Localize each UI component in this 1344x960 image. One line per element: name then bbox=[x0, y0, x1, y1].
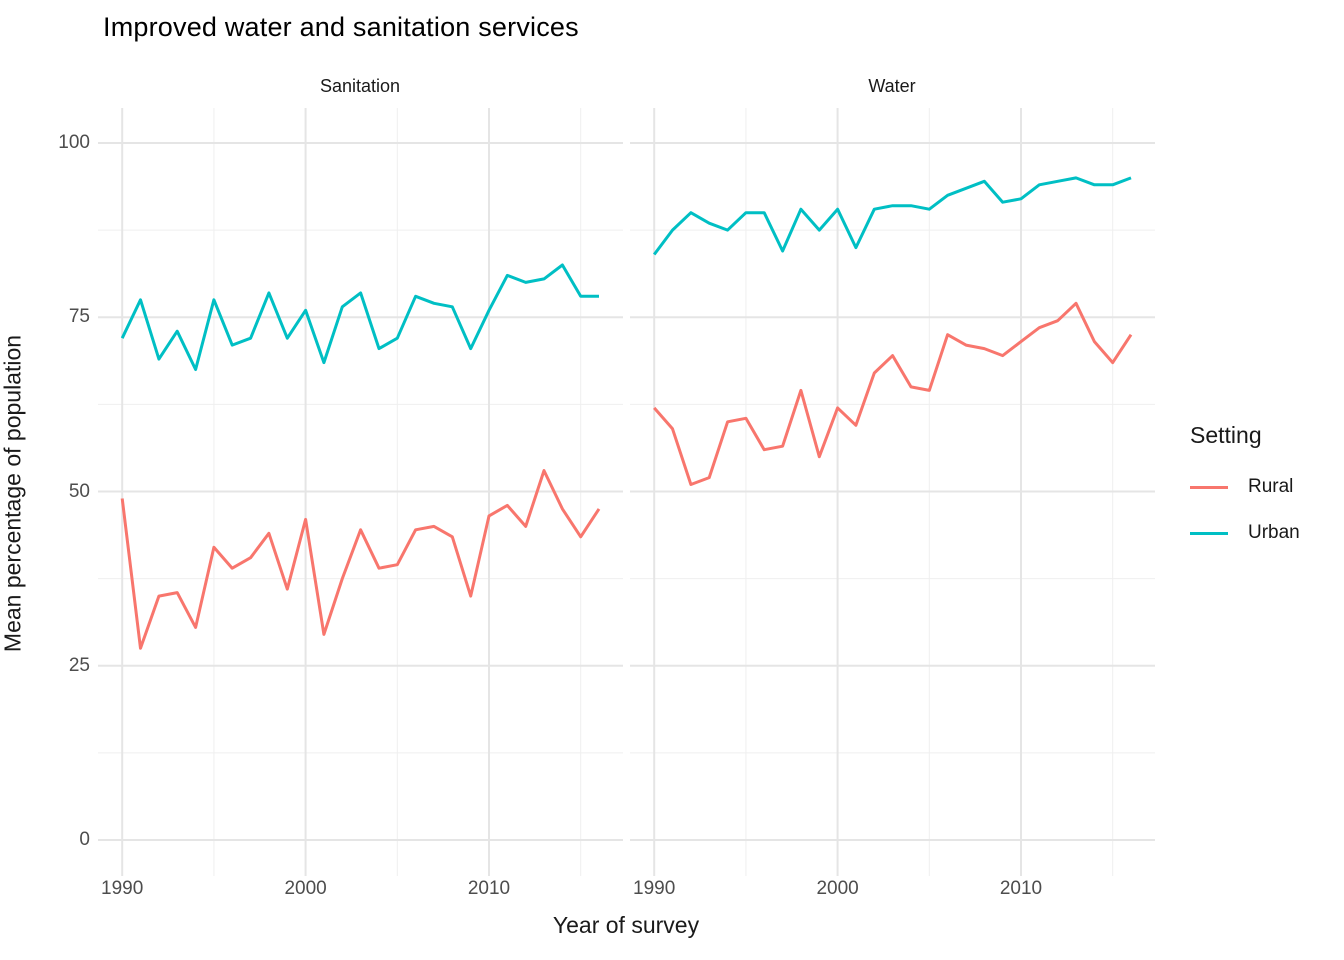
rural-line-water bbox=[653, 301, 1133, 486]
rural-line-sanitation bbox=[120, 469, 601, 650]
y-tick-label: 100 bbox=[58, 132, 90, 153]
chart-title: Improved water and sanitation services bbox=[103, 12, 579, 42]
y-axis-title: Mean percentage of population bbox=[0, 334, 26, 653]
panel-canvas-sanitation bbox=[98, 108, 623, 876]
legend-label-rural: Rural bbox=[1248, 476, 1294, 497]
y-tick-label: 50 bbox=[68, 480, 90, 502]
x-tick-label: 2010 bbox=[467, 878, 511, 899]
legend-swatch-rural bbox=[1190, 485, 1228, 489]
legend: Setting Rural Urban bbox=[1190, 422, 1340, 565]
legend-item-rural: Rural bbox=[1190, 473, 1340, 501]
facet-label-water: Water bbox=[868, 76, 916, 96]
panel-water bbox=[630, 108, 1155, 876]
legend-label-urban: Urban bbox=[1248, 522, 1300, 543]
facet-label-sanitation: Sanitation bbox=[319, 76, 401, 96]
legend-swatch-urban bbox=[1190, 531, 1228, 535]
legend-title: Setting bbox=[1190, 422, 1262, 448]
urban-line-sanitation bbox=[120, 263, 599, 371]
legend-item-urban: Urban bbox=[1190, 519, 1340, 547]
y-tick-label: 0 bbox=[79, 829, 90, 850]
x-tick-label: 1990 bbox=[633, 878, 676, 899]
x-tick-label: 2000 bbox=[284, 878, 327, 899]
panel-canvas-water bbox=[630, 108, 1155, 876]
x-tick-label: 2010 bbox=[999, 878, 1043, 899]
y-tick-label: 75 bbox=[68, 306, 90, 328]
panel-sanitation bbox=[98, 108, 623, 876]
x-tick-label: 1990 bbox=[101, 878, 144, 899]
y-tick-label: 25 bbox=[68, 654, 90, 676]
urban-line-water bbox=[653, 176, 1132, 256]
x-tick-label: 2000 bbox=[816, 878, 859, 899]
x-axis-title: Year of survey bbox=[552, 912, 700, 938]
